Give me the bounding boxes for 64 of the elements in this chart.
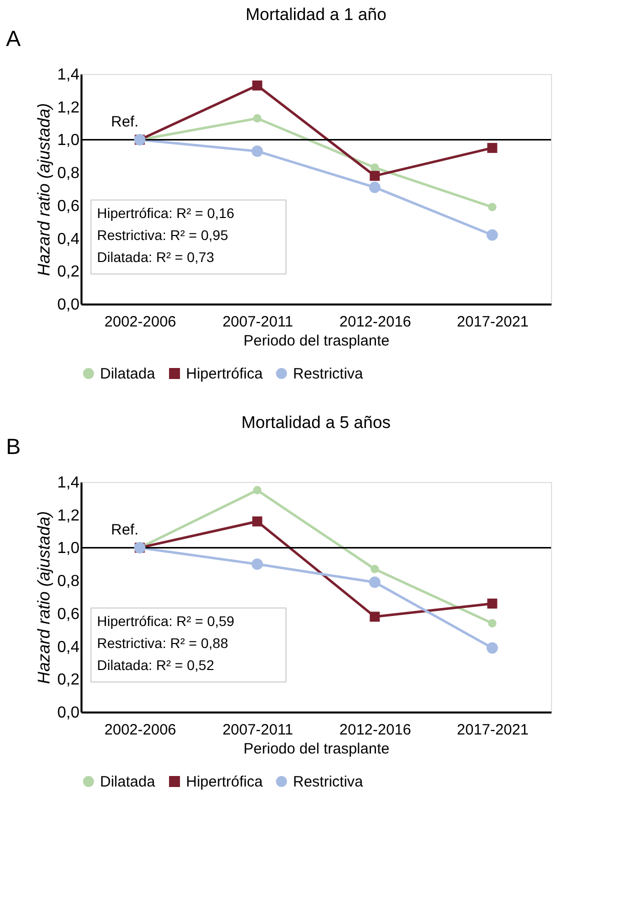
y-tick-label: 0,8 — [57, 573, 80, 590]
point — [370, 564, 379, 574]
annotation: Dilatada: R² = 0,52 — [97, 657, 214, 673]
x-tick-label: 2012-2016 — [339, 722, 412, 738]
x-tick-label: 2007-2011 — [222, 314, 294, 330]
y-tick-label: 1,2 — [57, 99, 80, 116]
point — [487, 142, 498, 153]
annotation: Ref. — [110, 522, 139, 539]
point — [369, 576, 380, 588]
annotation: Ref. — [110, 114, 139, 131]
x-tick-label: 2007-2011 — [222, 722, 294, 738]
annotation: Restrictiva: R² = 0,88 — [97, 635, 228, 651]
y-tick-label: 1,2 — [57, 507, 80, 524]
x-tick-label: 2002-2006 — [104, 722, 176, 738]
y-tick-label: 0,2 — [57, 672, 80, 689]
point — [369, 182, 380, 194]
legend-label: Hipertrófica — [186, 366, 264, 383]
x-tick-label: 2012-2016 — [339, 314, 412, 330]
y-tick-label: 0,2 — [57, 264, 80, 281]
chart-title: Mortalidad a 1 año — [246, 5, 386, 24]
text: B — [6, 434, 21, 459]
point — [370, 612, 380, 622]
y-tick-label: 0,0 — [57, 704, 80, 722]
y-tick-label: 0,4 — [57, 230, 80, 248]
annotation: Restrictiva: R² = 0,95 — [97, 227, 228, 243]
annotation: Dilatada: R² = 0,73 — [97, 249, 214, 265]
y-tick-label: 0,0 — [57, 296, 80, 314]
x-axis-title: Periodo del trasplante — [244, 740, 390, 758]
point — [252, 516, 262, 526]
point — [253, 114, 262, 123]
point — [486, 229, 498, 241]
x-tick-label: 2017-2021 — [456, 722, 529, 738]
point — [488, 619, 496, 628]
x-tick-label: 2002-2006 — [104, 314, 176, 330]
legend-label: Dilatada — [100, 366, 156, 383]
point — [253, 486, 262, 494]
y-tick-label: 1,0 — [57, 132, 80, 150]
y-tick-label: 0,8 — [57, 165, 80, 182]
y-tick-label: 0,6 — [57, 198, 80, 215]
y-tick-label: 0,4 — [57, 638, 80, 656]
chart-title: Mortalidad a 5 años — [241, 413, 391, 432]
point — [370, 163, 379, 172]
point — [370, 170, 380, 181]
annotation: Hipertrófica: R² = 0,59 — [97, 613, 235, 629]
x-tick-label: 2017-2021 — [456, 314, 529, 330]
y-tick-label: 1,4 — [57, 474, 80, 492]
y-axis-title: Hazard ratio (ajustada) — [34, 103, 54, 276]
legend-label: Restrictiva — [293, 366, 364, 383]
x-axis-title: Periodo del trasplante — [244, 332, 390, 350]
y-tick-label: 1,4 — [57, 66, 80, 84]
legend-label: Restrictiva — [293, 774, 364, 791]
point — [488, 202, 496, 212]
annotation: Hipertrófica: R² = 0,16 — [97, 205, 235, 221]
point — [487, 598, 498, 609]
y-tick-label: 0,6 — [57, 606, 80, 623]
legend-label: Dilatada — [100, 774, 156, 791]
legend-label: Hipertrófica — [186, 774, 264, 791]
point — [252, 80, 262, 90]
point — [486, 642, 498, 654]
text: A — [6, 26, 21, 51]
point — [252, 146, 263, 157]
y-tick-label: 1,0 — [57, 540, 80, 558]
y-axis-title: Hazard ratio (ajustada) — [34, 511, 54, 684]
point — [252, 558, 263, 570]
